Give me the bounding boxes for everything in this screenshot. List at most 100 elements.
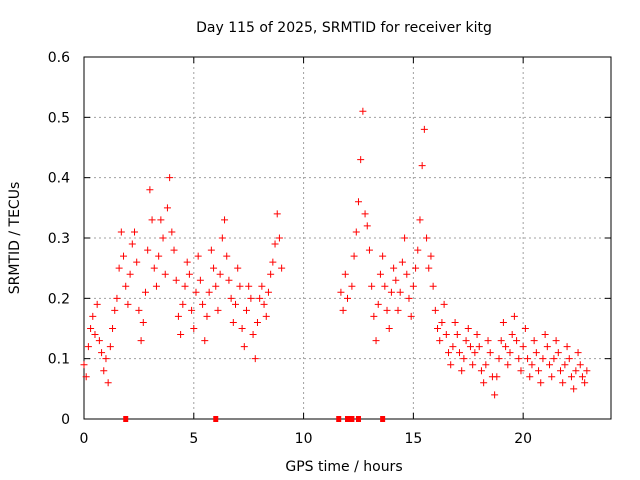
data-point bbox=[578, 373, 586, 381]
data-point bbox=[240, 343, 248, 351]
data-point bbox=[572, 367, 580, 375]
data-point bbox=[543, 343, 551, 351]
data-point bbox=[559, 379, 567, 387]
data-points bbox=[80, 107, 591, 399]
data-point bbox=[370, 312, 378, 320]
data-point bbox=[341, 270, 349, 278]
data-point bbox=[462, 337, 470, 345]
data-point bbox=[440, 300, 448, 308]
data-point bbox=[131, 228, 139, 236]
data-point bbox=[229, 318, 237, 326]
data-point bbox=[420, 125, 428, 133]
data-point bbox=[565, 355, 573, 363]
data-point bbox=[546, 361, 554, 369]
data-point bbox=[238, 325, 246, 332]
data-point bbox=[552, 337, 560, 345]
data-point bbox=[480, 379, 488, 387]
data-point bbox=[449, 343, 457, 351]
data-point bbox=[161, 270, 169, 278]
data-point bbox=[214, 306, 222, 314]
data-point bbox=[84, 343, 92, 351]
data-point bbox=[218, 234, 226, 242]
data-point bbox=[102, 355, 110, 363]
data-point bbox=[177, 331, 185, 339]
data-point bbox=[407, 312, 415, 320]
data-point bbox=[381, 282, 389, 290]
data-point bbox=[491, 391, 499, 399]
data-point bbox=[236, 282, 244, 290]
data-point bbox=[141, 288, 149, 296]
y-tick-label: 0.5 bbox=[48, 110, 70, 126]
data-point bbox=[93, 300, 101, 308]
data-point bbox=[519, 343, 527, 351]
data-point bbox=[583, 367, 591, 375]
data-point bbox=[227, 294, 235, 302]
data-point bbox=[196, 276, 204, 284]
data-point bbox=[504, 361, 512, 369]
data-point bbox=[212, 282, 220, 290]
data-point bbox=[137, 337, 145, 345]
data-point bbox=[271, 240, 279, 248]
data-point bbox=[205, 288, 213, 296]
data-point bbox=[242, 306, 250, 314]
data-point bbox=[506, 349, 514, 357]
data-point bbox=[561, 361, 569, 369]
chart-title: Day 115 of 2025, SRMTID for receiver kit… bbox=[196, 20, 492, 36]
data-point bbox=[515, 355, 523, 363]
zero-markers bbox=[123, 416, 386, 422]
data-point bbox=[221, 216, 229, 224]
data-point bbox=[376, 270, 384, 278]
data-point bbox=[201, 337, 209, 345]
data-point bbox=[409, 282, 417, 290]
data-point bbox=[269, 258, 277, 266]
data-point bbox=[484, 337, 492, 345]
data-point bbox=[532, 349, 540, 357]
y-tick-label: 0.1 bbox=[48, 352, 70, 368]
data-point bbox=[403, 270, 411, 278]
zero-marker bbox=[123, 416, 129, 422]
data-point bbox=[225, 276, 233, 284]
x-tick-label: 5 bbox=[189, 431, 198, 447]
data-point bbox=[556, 367, 564, 375]
x-axis-label: GPS time / hours bbox=[285, 459, 402, 475]
zero-marker bbox=[349, 416, 355, 422]
y-tick-label: 0.2 bbox=[48, 291, 70, 307]
zero-marker bbox=[213, 416, 219, 422]
data-point bbox=[431, 306, 439, 314]
data-point bbox=[447, 361, 455, 369]
data-point bbox=[581, 379, 589, 387]
data-point bbox=[563, 343, 571, 351]
data-point bbox=[368, 282, 376, 290]
data-point bbox=[210, 264, 218, 272]
data-point bbox=[122, 282, 130, 290]
data-point bbox=[365, 246, 373, 254]
data-point bbox=[181, 282, 189, 290]
data-point bbox=[359, 107, 367, 115]
data-point bbox=[445, 349, 453, 357]
data-point bbox=[398, 258, 406, 266]
data-point bbox=[168, 228, 176, 236]
data-point bbox=[482, 361, 490, 369]
data-point bbox=[510, 312, 518, 320]
data-point bbox=[427, 252, 435, 260]
data-point bbox=[172, 276, 180, 284]
data-point bbox=[216, 270, 224, 278]
data-point bbox=[278, 264, 286, 272]
data-point bbox=[251, 355, 259, 363]
data-point bbox=[379, 252, 387, 260]
data-point bbox=[451, 318, 459, 326]
data-point bbox=[115, 264, 123, 272]
data-point bbox=[188, 306, 196, 314]
data-point bbox=[460, 355, 468, 363]
data-point bbox=[120, 252, 128, 260]
data-point bbox=[249, 331, 257, 339]
data-point bbox=[179, 300, 187, 308]
data-point bbox=[385, 325, 393, 332]
data-point bbox=[548, 373, 556, 381]
data-point bbox=[352, 228, 360, 236]
data-point bbox=[570, 385, 578, 393]
data-point bbox=[133, 258, 141, 266]
data-point bbox=[144, 246, 152, 254]
data-point bbox=[199, 300, 207, 308]
data-point bbox=[109, 325, 117, 332]
